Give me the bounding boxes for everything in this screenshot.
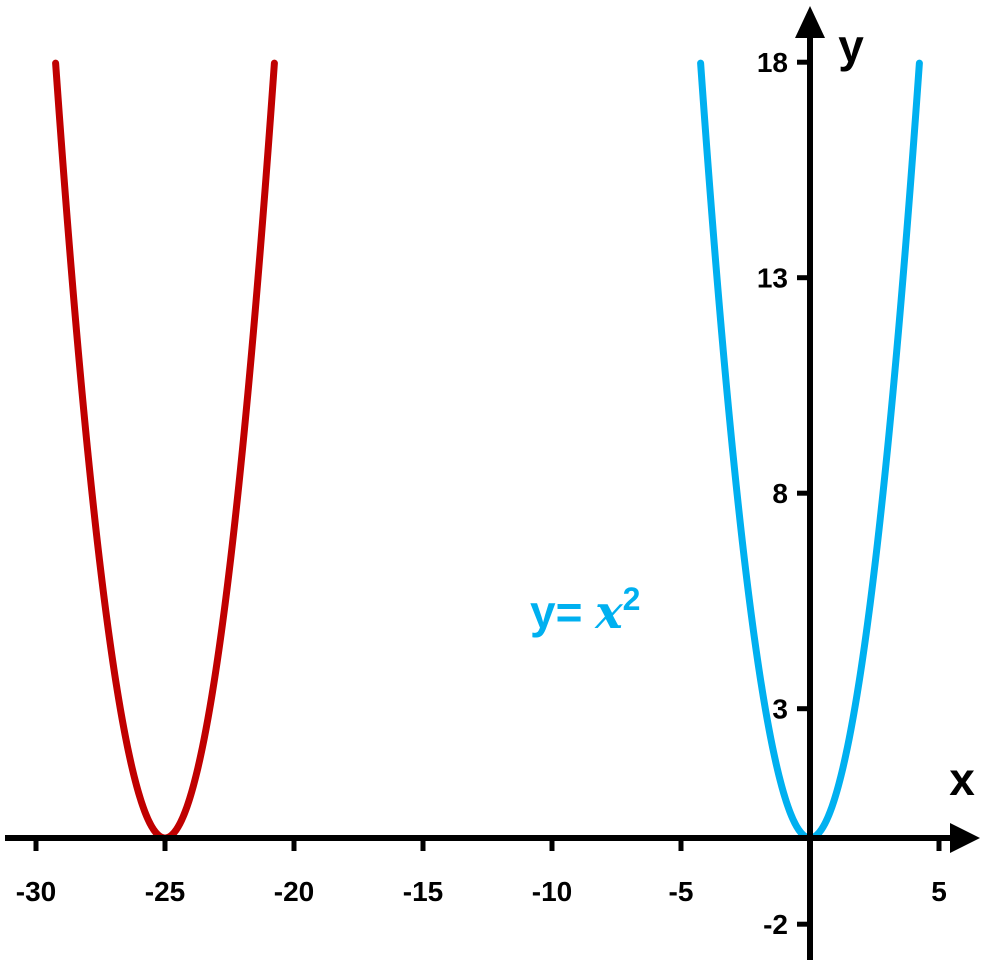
y-tick-label: -2 bbox=[763, 909, 788, 940]
y-tick-label: 13 bbox=[757, 263, 788, 294]
y-axis-arrow-icon bbox=[795, 6, 825, 38]
x-tick-label: -25 bbox=[145, 876, 185, 907]
x-tick-label: -20 bbox=[274, 876, 314, 907]
annotation-exponent: 2 bbox=[623, 581, 641, 617]
x-tick-label: -10 bbox=[532, 876, 572, 907]
curve-annotation: y= x2 bbox=[530, 581, 640, 639]
annotation-variable: x bbox=[594, 585, 623, 639]
annotation-prefix: y= bbox=[530, 586, 595, 638]
series-line-1 bbox=[52, 59, 278, 842]
y-axis-label: y bbox=[838, 20, 864, 72]
y-tick-label: 3 bbox=[772, 694, 788, 725]
x-axis-arrow-icon bbox=[950, 823, 980, 853]
x-tick-label: -5 bbox=[669, 876, 694, 907]
y-tick-label: 18 bbox=[757, 47, 788, 78]
y-tick-label: 8 bbox=[772, 478, 788, 509]
x-tick-label: -30 bbox=[16, 876, 56, 907]
x-axis-label: x bbox=[949, 753, 975, 805]
x-tick-label: -15 bbox=[403, 876, 443, 907]
x-tick-label: 5 bbox=[931, 876, 947, 907]
